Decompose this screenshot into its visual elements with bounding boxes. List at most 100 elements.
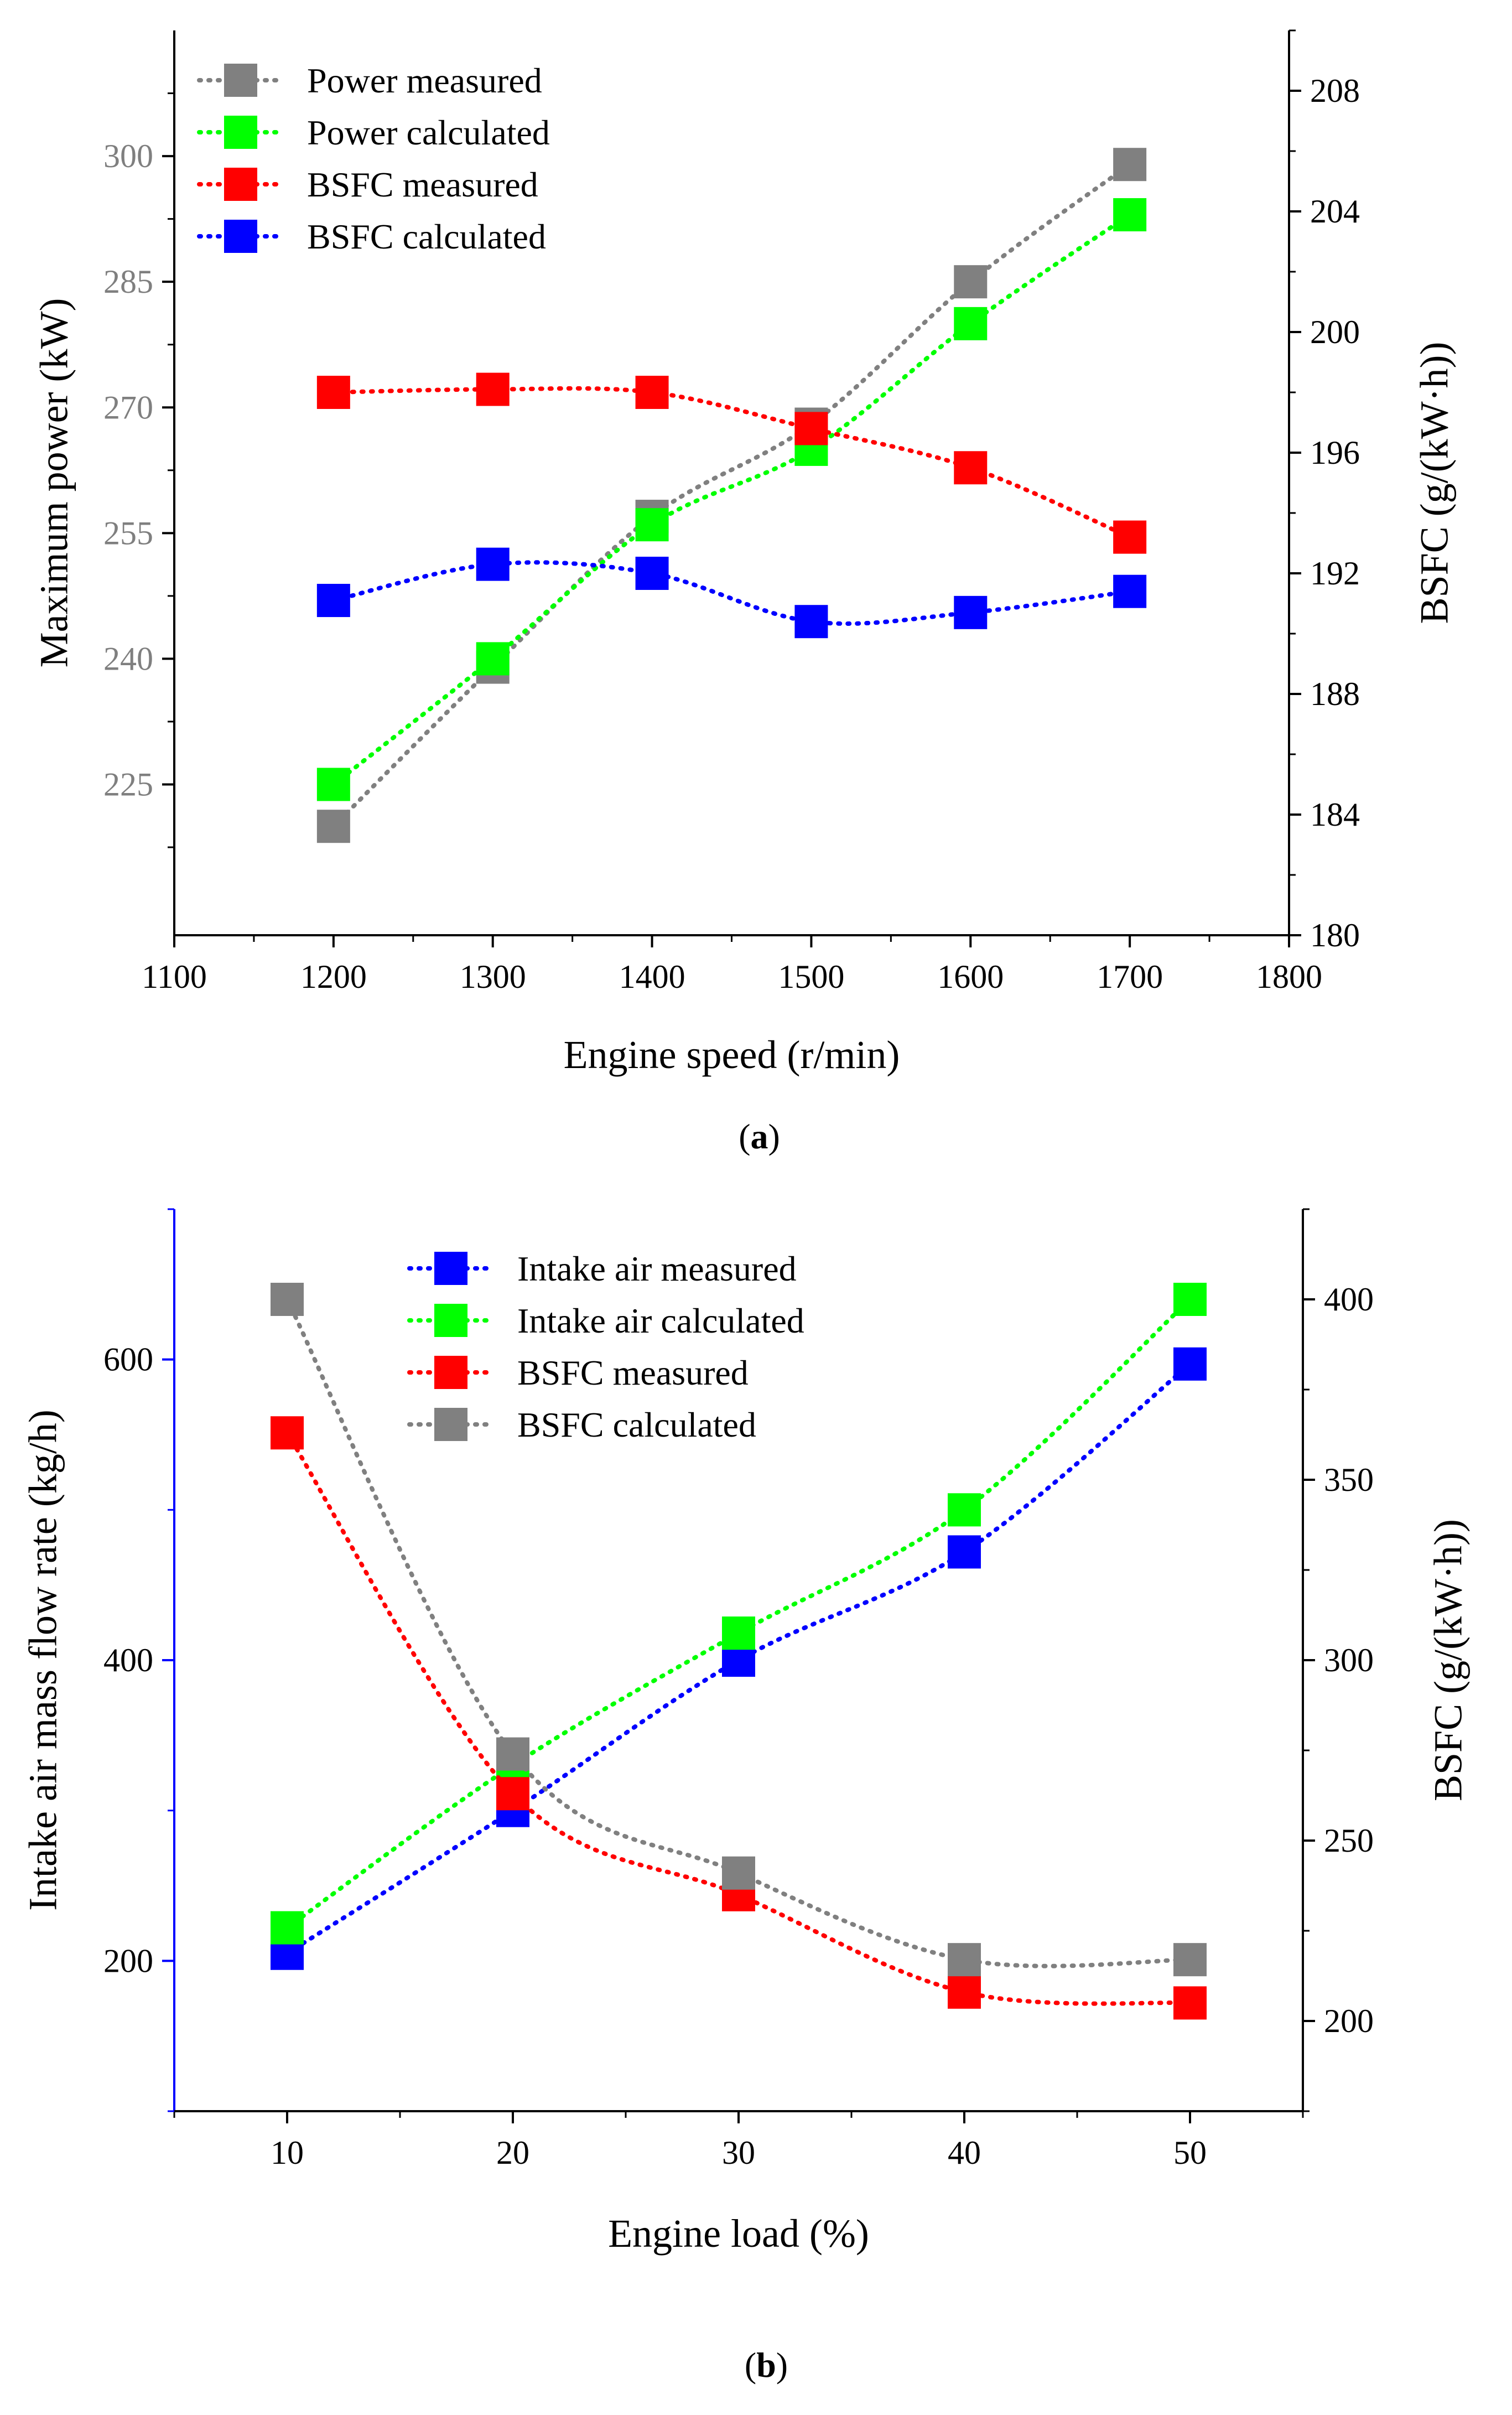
x-tick-label: 20 bbox=[496, 2134, 529, 2171]
marker-intake-air-calculated bbox=[271, 1911, 304, 1945]
marker-intake-air-measured bbox=[1173, 1347, 1207, 1381]
marker-bsfc-measured bbox=[794, 412, 828, 445]
series-line-bsfc-measured bbox=[285, 1431, 1192, 2006]
y-right-tick-label: 208 bbox=[1310, 72, 1360, 109]
marker-bsfc-measured bbox=[316, 376, 350, 409]
legend-label-power-measured: Power measured bbox=[307, 61, 542, 100]
marker-bsfc-measured bbox=[1173, 1986, 1207, 2020]
y-right-tick-label: 350 bbox=[1324, 1462, 1374, 1498]
marker-power-calculated bbox=[635, 508, 669, 542]
marker-bsfc-calculated bbox=[476, 547, 510, 581]
y-left-tick-label: 225 bbox=[103, 766, 153, 803]
marker-bsfc-calculated bbox=[954, 595, 988, 629]
legend-label-bsfc-measured: BSFC measured bbox=[517, 1353, 749, 1392]
x-tick-label: 10 bbox=[271, 2134, 304, 2171]
marker-intake-air-measured bbox=[948, 1535, 981, 1569]
marker-power-calculated bbox=[476, 642, 510, 676]
x-tick-label: 30 bbox=[722, 2134, 755, 2171]
marker-bsfc-calculated bbox=[1113, 574, 1147, 608]
panel-label-open: ( bbox=[739, 1117, 750, 1156]
x-tick-label: 1800 bbox=[1256, 958, 1322, 995]
y-right-tick-label: 250 bbox=[1324, 1822, 1374, 1859]
x-tick-label: 1400 bbox=[619, 958, 685, 995]
y-left-tick-label: 400 bbox=[103, 1642, 153, 1678]
marker-bsfc-measured bbox=[954, 451, 988, 485]
y-left-tick-label: 270 bbox=[103, 389, 153, 426]
y-right-tick-label: 200 bbox=[1310, 314, 1360, 350]
y-right-tick-label: 300 bbox=[1324, 1642, 1374, 1678]
series-line-power-calculated bbox=[331, 213, 1132, 787]
y-left-tick-label: 300 bbox=[103, 138, 153, 174]
marker-intake-air-calculated bbox=[1173, 1283, 1207, 1316]
x-tick-label: 1600 bbox=[937, 958, 1004, 995]
marker-bsfc-measured bbox=[476, 372, 510, 406]
series-line-intake-air-calculated bbox=[285, 1297, 1192, 1930]
chart-a: 1100 1200 1300 1400 1500 1600 1700 1800 225 240 25… bbox=[32, 29, 1457, 1156]
legend-marker-bsfc-calculated bbox=[224, 220, 257, 253]
panel-label-letter: a bbox=[751, 1117, 768, 1156]
series-line-bsfc-calculated bbox=[285, 1297, 1192, 1968]
series-line-bsfc-measured bbox=[331, 386, 1132, 540]
legend-marker-bsfc-calculated bbox=[434, 1408, 467, 1441]
marker-bsfc-calculated bbox=[722, 1856, 755, 1890]
marker-power-measured bbox=[1113, 148, 1147, 182]
y-right-tick-label: 180 bbox=[1310, 917, 1360, 953]
x-tick-label: 1300 bbox=[460, 958, 526, 995]
x-axis-title: Engine speed (r/min) bbox=[564, 1033, 900, 1077]
x-tick-label: 1100 bbox=[142, 958, 207, 995]
marker-bsfc-calculated bbox=[496, 1737, 529, 1771]
marker-bsfc-measured bbox=[948, 1975, 981, 2009]
legend-label-intake-air-measured: Intake air measured bbox=[517, 1249, 797, 1288]
y-right-tick-label: 200 bbox=[1324, 2003, 1374, 2039]
y-right-tick-label: 400 bbox=[1324, 1281, 1374, 1318]
legend-marker-power-measured bbox=[224, 64, 257, 97]
x-tick-label: 50 bbox=[1173, 2134, 1207, 2171]
y-left-tick-label: 600 bbox=[103, 1341, 153, 1378]
chart-b: 10 20 30 40 50 200 400 600 200 250 300 350 400 Engine… bbox=[21, 1208, 1471, 2385]
series-line-power-measured bbox=[331, 162, 1132, 829]
y-left-tick-label: 255 bbox=[103, 515, 153, 551]
marker-bsfc-calculated bbox=[794, 605, 828, 639]
marker-bsfc-calculated bbox=[635, 557, 669, 590]
marker-power-measured bbox=[316, 810, 350, 843]
panel-label: (a) bbox=[739, 1117, 780, 1156]
legend-label-power-calculated: Power calculated bbox=[307, 113, 550, 152]
marker-intake-air-calculated bbox=[948, 1493, 981, 1527]
x-tick-label: 1200 bbox=[300, 958, 367, 995]
legend-marker-intake-air-measured bbox=[434, 1252, 467, 1285]
y-axis-right-title: BSFC (g/(kW·h)) bbox=[1426, 1519, 1471, 1801]
legend-label-bsfc-calculated: BSFC calculated bbox=[517, 1405, 756, 1444]
panel-label-open: ( bbox=[745, 2345, 756, 2385]
x-axis-title: Engine load (%) bbox=[608, 2211, 869, 2256]
y-right-tick-label: 204 bbox=[1310, 193, 1360, 230]
y-right-tick-label: 184 bbox=[1310, 796, 1360, 833]
y-axis-right-title: BSFC (g/(kW·h)) bbox=[1412, 342, 1457, 624]
marker-intake-air-calculated bbox=[722, 1616, 755, 1650]
marker-bsfc-measured bbox=[1113, 520, 1147, 554]
y-axis-left-title: Intake air mass flow rate (kg/h) bbox=[21, 1409, 65, 1911]
y-left-tick-label: 200 bbox=[103, 1942, 153, 1979]
y-axis-left-title: Maximum power (kW) bbox=[32, 298, 76, 668]
legend-label-bsfc-measured: BSFC measured bbox=[307, 165, 538, 204]
marker-bsfc-calculated bbox=[1173, 1943, 1207, 1977]
x-tick-label: 1500 bbox=[778, 958, 844, 995]
legend-label-bsfc-calculated: BSFC calculated bbox=[307, 217, 546, 256]
marker-power-calculated bbox=[954, 307, 988, 340]
legend-marker-bsfc-measured bbox=[434, 1356, 467, 1389]
legend-marker-bsfc-measured bbox=[224, 168, 257, 201]
marker-power-measured bbox=[954, 265, 988, 299]
marker-power-calculated bbox=[316, 768, 350, 801]
marker-bsfc-measured bbox=[635, 376, 669, 409]
marker-power-calculated bbox=[1113, 198, 1147, 232]
y-right-tick-label: 196 bbox=[1310, 434, 1360, 471]
legend-marker-intake-air-calculated bbox=[434, 1304, 467, 1337]
panel-label-letter: b bbox=[756, 2345, 776, 2385]
marker-bsfc-measured bbox=[271, 1416, 304, 1450]
y-left-tick-label: 240 bbox=[103, 640, 153, 677]
panel-label-close: ) bbox=[776, 2345, 788, 2385]
panel-label: (b) bbox=[745, 2345, 788, 2385]
panel-label-close: ) bbox=[768, 1117, 780, 1156]
marker-bsfc-calculated bbox=[316, 584, 350, 618]
legend-marker-power-calculated bbox=[224, 116, 257, 149]
y-right-tick-label: 192 bbox=[1310, 555, 1360, 592]
